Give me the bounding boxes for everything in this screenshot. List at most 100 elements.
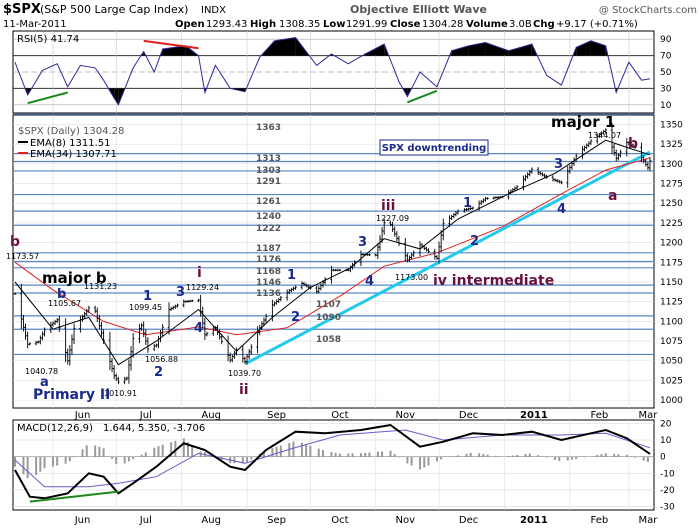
ohlc-bar [471, 206, 475, 210]
macd-histogram-bar [233, 456, 236, 464]
wave-label-a-mar: a [608, 188, 617, 204]
level-label-1261: 1261 [256, 197, 281, 207]
wave-label-iii: iii [381, 198, 395, 214]
rsi-extreme-area [114, 88, 119, 105]
macd-histogram-bar [646, 456, 649, 463]
price-label-1099-45: 1099.45 [129, 303, 162, 312]
level-label-1107: 1107 [316, 300, 341, 310]
x-axis-label: Sep [267, 410, 286, 421]
macd-histogram-bar [35, 456, 38, 475]
macd-histogram-bar [457, 455, 460, 457]
ohlc-bar [28, 342, 32, 346]
ohlc-bar [102, 329, 105, 344]
level-label-1291: 1291 [256, 177, 281, 187]
wave-label-1a: 1 [143, 289, 152, 304]
macd-histogram-bar [642, 456, 645, 461]
wave-label-a: a [40, 375, 49, 390]
exchange-label: INDX [201, 5, 226, 16]
x-axis-label: Dec [459, 515, 478, 526]
macd-histogram-bar [322, 450, 325, 457]
wave-label-4b: 4 [365, 274, 374, 289]
macd-histogram-bar [279, 445, 282, 457]
high-value: 1308.35 [279, 19, 320, 30]
macd-histogram-bar [507, 455, 510, 457]
x-axis-label: Dec [459, 410, 478, 421]
chg-value: +9.17 (+0.71%) [556, 19, 638, 30]
wave-label-2b: 2 [291, 310, 300, 325]
level-label-1090: 1090 [316, 313, 341, 323]
macd-legend-values: 1.644, 5.350, -3.706 [103, 423, 205, 434]
price-axis-label: 1050 [660, 357, 683, 367]
rsi-axis-label: 50 [660, 68, 672, 78]
price-axis-label: 1150 [660, 278, 683, 288]
macd-histogram-bar [364, 452, 367, 457]
ohlc-bar [589, 139, 593, 145]
ohlc-bar [574, 153, 578, 163]
macd-histogram-bar [275, 446, 278, 457]
price-legend-ema34: EMA(34) 1307.71 [30, 149, 117, 160]
price-axis-label: 1175 [660, 258, 683, 268]
wave-label-3b: 3 [358, 235, 367, 250]
wave-label-major-b: major b [42, 269, 107, 287]
macd-histogram-bar [600, 454, 603, 457]
low-value: 1291.99 [346, 19, 387, 30]
ohlc-bar [456, 209, 460, 215]
volume-label: Volume [466, 19, 508, 30]
wave-label-4a: 4 [194, 321, 203, 336]
ohlc-bar [58, 315, 61, 332]
macd-histogram-bar [566, 456, 569, 461]
price-axis-label: 1075 [660, 337, 683, 347]
macd-histogram-bar [583, 456, 586, 458]
ohlc-bar [13, 292, 17, 295]
ohlc-readout: Open 1293.43 High 1308.35 Low 1291.99 Cl… [175, 19, 638, 30]
macd-histogram-bar [406, 456, 409, 464]
level-label-1240: 1240 [256, 212, 281, 222]
macd-histogram-bar [482, 453, 485, 457]
ohlc-bar [515, 185, 519, 190]
macd-histogram-bar [469, 452, 472, 457]
macd-histogram-bar [115, 456, 118, 465]
ohlc-bar [353, 260, 356, 267]
wave-label-1c: 1 [463, 196, 472, 211]
macd-histogram-bar [465, 453, 468, 457]
ohlc-bar [560, 180, 563, 185]
rsi-axis-label: 30 [660, 84, 672, 94]
macd-histogram-bar [14, 456, 16, 467]
macd-histogram-bar [309, 445, 312, 457]
macd-histogram-bar [132, 456, 135, 460]
macd-histogram-bar [73, 456, 76, 458]
ohlc-bar [427, 248, 430, 254]
rsi-extreme-area [576, 40, 591, 56]
x-axis-label: Feb [591, 515, 609, 526]
macd-histogram-bar [111, 456, 114, 459]
level-label-1363: 1363 [256, 123, 281, 133]
price-annotations: 1173.57 1105.67 1131.23 1040.78 1010.91 … [6, 131, 621, 398]
ohlc-bar [397, 235, 401, 247]
price-axis-label: 1350 [660, 120, 683, 130]
macd-histogram-bar [634, 456, 637, 458]
level-label-1176: 1176 [256, 255, 281, 265]
macd-histogram-bar [170, 442, 173, 457]
open-label: Open [175, 19, 205, 30]
level-label-1313: 1313 [256, 154, 281, 164]
price-label-1344-07: 1344.07 [588, 131, 621, 140]
macd-histogram-bar [26, 456, 29, 479]
wave-label-iv-intermediate: iv intermediate [433, 273, 554, 289]
x-axis-label: Mar [638, 515, 658, 526]
macd-histogram-bar [494, 455, 497, 457]
wave-label-4c: 4 [557, 202, 566, 217]
macd-histogram-bar [161, 444, 164, 457]
macd-histogram-bar [174, 441, 177, 457]
macd-histogram-bar [625, 454, 628, 457]
rsi-divergence-line [143, 39, 199, 50]
ohlc-bar [545, 174, 548, 179]
rsi-extreme-area [451, 45, 469, 56]
x-axis-label: Aug [201, 410, 221, 421]
x-axis-label: Sep [267, 515, 286, 526]
close-value: 1304.28 [422, 19, 463, 30]
annotation-box [379, 139, 489, 156]
macd-histogram-bar [22, 456, 25, 475]
macd-histogram-bar [81, 449, 84, 457]
wave-label-primary-ii: Primary II [33, 387, 110, 403]
price-label-1173-57: 1173.57 [6, 252, 39, 261]
